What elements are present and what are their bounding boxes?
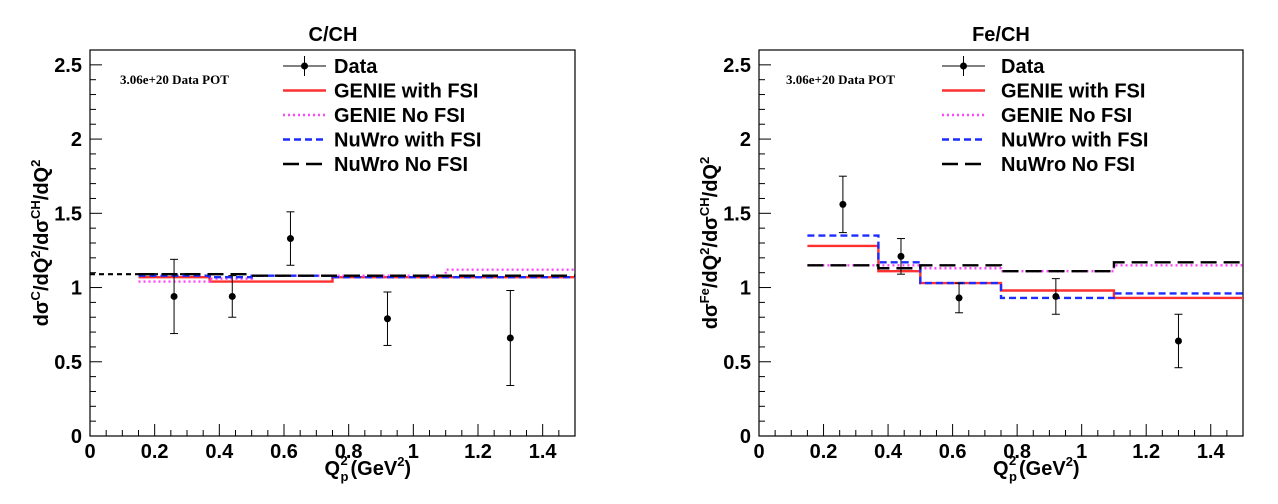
chart-title: C/CH: [309, 24, 358, 46]
legend-label: Data: [1001, 56, 1045, 78]
data-point: [383, 315, 391, 323]
data-point: [839, 200, 847, 208]
x-tick-label: 0.2: [810, 441, 838, 463]
x-tick-label: 0: [753, 441, 764, 463]
legend-label: NuWro with FSI: [334, 130, 481, 152]
x-tick-label: 0.4: [205, 441, 234, 463]
y-tick-label: 1.5: [54, 203, 82, 225]
x-tick-label: 0.8: [1003, 441, 1031, 463]
y-tick-label: 0: [740, 426, 751, 448]
y-axis-label: dσFe/dQ2/dσCH/dQ2: [697, 157, 722, 329]
legend-data-marker: [960, 62, 967, 70]
series-genie-with-fsi: [807, 244, 1243, 300]
data-point: [1174, 337, 1182, 345]
legend-label: NuWro No FSI: [1001, 154, 1135, 176]
x-tick-label: 0.8: [335, 441, 363, 463]
y-tick-label: 0: [71, 426, 82, 448]
x-tick-label: 0: [84, 441, 95, 463]
data-point: [228, 292, 236, 300]
series-nuwro-with-fsi: [138, 274, 575, 279]
x-tick-label: 0.4: [874, 441, 903, 463]
svg-text:Q: Q: [325, 458, 341, 480]
legend-label: GENIE with FSI: [1001, 81, 1145, 103]
y-tick-label: 0.5: [54, 352, 82, 374]
data-point: [897, 252, 905, 260]
legend-label: GENIE No FSI: [334, 105, 465, 127]
x-tick-label: 1: [1076, 441, 1087, 463]
legend-label: GENIE No FSI: [1001, 105, 1132, 127]
y-tick-label: 2: [71, 129, 82, 151]
data-point: [1052, 292, 1060, 300]
y-tick-label: 2.5: [54, 55, 82, 77]
x-tick-label: 1.2: [464, 441, 492, 463]
chart-panel-1: C/CH 0 0.2 0.4 0.6 0.8 1 1.2 1.4 0 0.5 1 1.5 2 2.5 dσC/…: [28, 24, 576, 484]
y-tick-label: 0.5: [723, 352, 751, 374]
x-tick-label: 0.6: [939, 441, 967, 463]
plot-frame: [89, 49, 576, 437]
legend-label: Data: [334, 56, 378, 78]
legend-label: NuWro No FSI: [334, 154, 468, 176]
x-tick-label: 0.6: [270, 441, 298, 463]
y-axis-label: dσC/dQ2/dσCH/dQ2: [28, 160, 53, 327]
svg-text:p: p: [1009, 469, 1017, 484]
y-tick-label: 2: [740, 129, 751, 151]
series-genie-no-fsi: [138, 268, 575, 283]
chart-title: Fe/CH: [972, 24, 1030, 46]
x-axis-label: Q 2p (GeV2): [993, 453, 1080, 484]
x-tick-label: 1.2: [1132, 441, 1160, 463]
legend-label: NuWro with FSI: [1001, 130, 1148, 152]
pot-annotation: 3.06e+20 Data POT: [120, 72, 229, 87]
x-tick-label: 1.4: [1197, 441, 1226, 463]
y-tick-label: 1: [740, 278, 751, 300]
x-tick-label: 1: [408, 441, 419, 463]
svg-text:p: p: [341, 469, 349, 484]
data-point: [286, 235, 294, 243]
data-point: [955, 294, 963, 302]
svg-text:Q: Q: [993, 458, 1009, 480]
series-genie-no-fsi: [807, 264, 1243, 273]
legend-data-marker: [301, 62, 308, 70]
x-tick-label: 0.2: [141, 441, 169, 463]
pot-annotation: 3.06e+20 Data POT: [786, 72, 895, 87]
series-nuwro-no-fsi: [807, 261, 1243, 273]
x-axis-label: Q 2p (GeV2): [325, 453, 412, 484]
y-tick-label: 1: [71, 278, 82, 300]
svg-text:2: 2: [341, 453, 348, 468]
legend-label: GENIE with FSI: [334, 81, 478, 103]
data-point: [506, 334, 514, 342]
svg-text:(GeV2): (GeV2): [351, 454, 412, 480]
chart-panel-2: Fe/CH 0 0.2 0.4 0.6 0.8 1 1.2 1.4 0 0.5 1 1.5 2 2.5 dσF…: [697, 24, 1244, 484]
series-nuwro-no-fsi: [138, 272, 575, 277]
data-point: [170, 292, 178, 300]
y-tick-label: 2.5: [723, 55, 751, 77]
svg-text:2: 2: [1009, 453, 1016, 468]
x-tick-label: 1.4: [529, 441, 558, 463]
svg-text:(GeV2): (GeV2): [1019, 454, 1080, 480]
y-tick-label: 1.5: [723, 203, 751, 225]
